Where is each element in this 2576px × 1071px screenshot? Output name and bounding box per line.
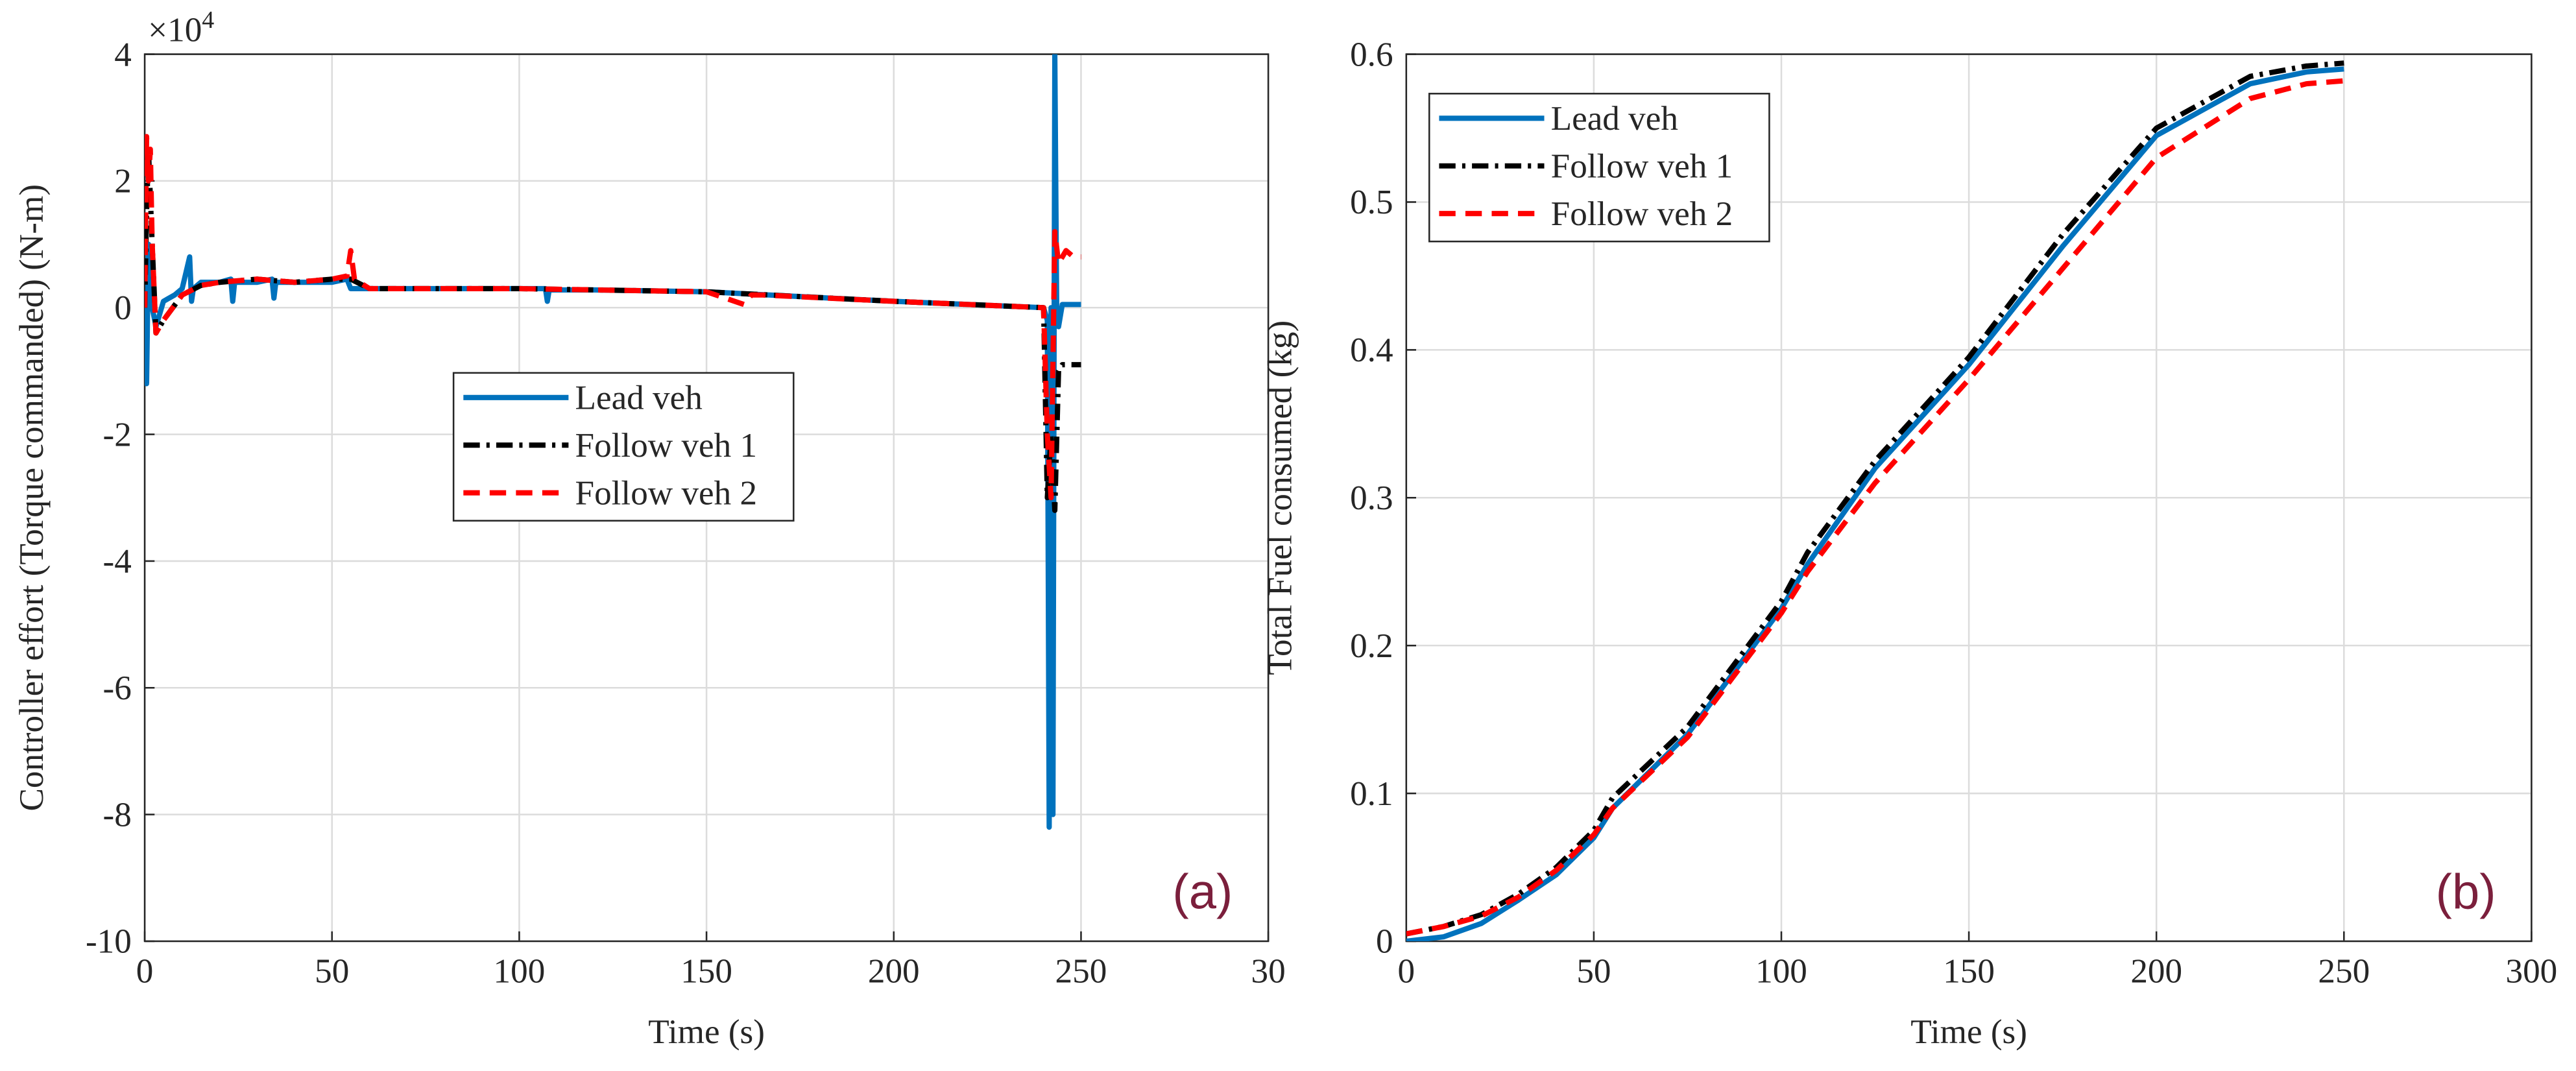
annotation: (a)	[1172, 864, 1233, 919]
x-tick-label: 300	[2506, 952, 2558, 990]
data-line	[145, 54, 1081, 830]
y-tick-label: 0	[114, 289, 132, 327]
x-tick-label: 0	[1398, 952, 1415, 990]
legend-label: Lead veh	[575, 379, 703, 417]
x-axis-label: Time (s)	[1910, 1013, 2027, 1051]
y-tick-label: -6	[103, 669, 132, 707]
x-tick-label: 200	[868, 952, 920, 990]
x-tick-label: 150	[1943, 952, 1995, 990]
series-lines	[1406, 60, 2344, 941]
chart-panel: 0 50 100 150 200 250 300 0 0.1 0.2 0.3 0.4 0.5 0.6 Tim…	[1261, 35, 2558, 1051]
x-tick-label: 250	[2318, 952, 2370, 990]
multiplier-base: ×10	[148, 10, 202, 49]
y-tick-label: 4	[114, 35, 132, 73]
legend-label: Follow veh 2	[575, 474, 758, 512]
x-tick-label: 0	[136, 952, 154, 990]
data-line	[145, 134, 1081, 501]
legend-label: Lead veh	[1551, 99, 1678, 138]
x-tick-label: 50	[315, 952, 349, 990]
y-tick-label: 0.2	[1350, 627, 1393, 665]
x-tick-label: 150	[680, 952, 732, 990]
x-axis-label: Time (s)	[648, 1013, 765, 1051]
y-tick-label: -10	[86, 922, 132, 961]
y-tick-label: 0	[1376, 922, 1393, 961]
legend-label: Follow veh 1	[575, 426, 758, 464]
y-tick-label: 0.6	[1350, 35, 1393, 73]
legend-label: Follow veh 1	[1551, 147, 1733, 185]
chart-panel: 0 50 100 150 200 250 30 -10 -8 -6 -4 -2 0 2 4 Time (s) C…	[12, 6, 1286, 1051]
y-tick-label: -4	[103, 542, 132, 581]
y-tick-label: 0.1	[1350, 775, 1393, 813]
y-tick-label: 0.4	[1350, 331, 1393, 369]
x-tick-label: 30	[1251, 952, 1286, 990]
legend: Lead veh Follow veh 1 Follow veh 2	[452, 372, 795, 522]
series-lines	[145, 54, 1081, 830]
y-axis-label: Controller effort (Torque commanded) (N-…	[12, 184, 51, 812]
axes-box	[1405, 53, 2533, 943]
x-tick-label: 100	[1755, 952, 1807, 990]
data-line	[1406, 78, 2344, 937]
x-tick-label: 100	[494, 952, 546, 990]
y-tick-label: 0.5	[1350, 183, 1393, 221]
y-multiplier: ×104	[148, 6, 214, 49]
axes-box	[143, 53, 1270, 943]
y-tick-label: 0.3	[1350, 479, 1393, 517]
annotation: (b)	[2436, 864, 2496, 919]
multiplier-exponent: 4	[202, 6, 214, 34]
y-tick-label: -2	[103, 415, 132, 453]
x-tick-label: 200	[2130, 952, 2182, 990]
legend-label: Follow veh 2	[1551, 195, 1733, 233]
x-tick-label: 50	[1576, 952, 1611, 990]
legend: Lead veh Follow veh 1 Follow veh 2	[1428, 93, 1770, 243]
y-axis-label: Total Fuel consumed (kg)	[1261, 320, 1299, 675]
y-tick-label: 2	[114, 162, 132, 200]
y-tick-label: -8	[103, 795, 132, 834]
x-tick-label: 250	[1055, 952, 1107, 990]
